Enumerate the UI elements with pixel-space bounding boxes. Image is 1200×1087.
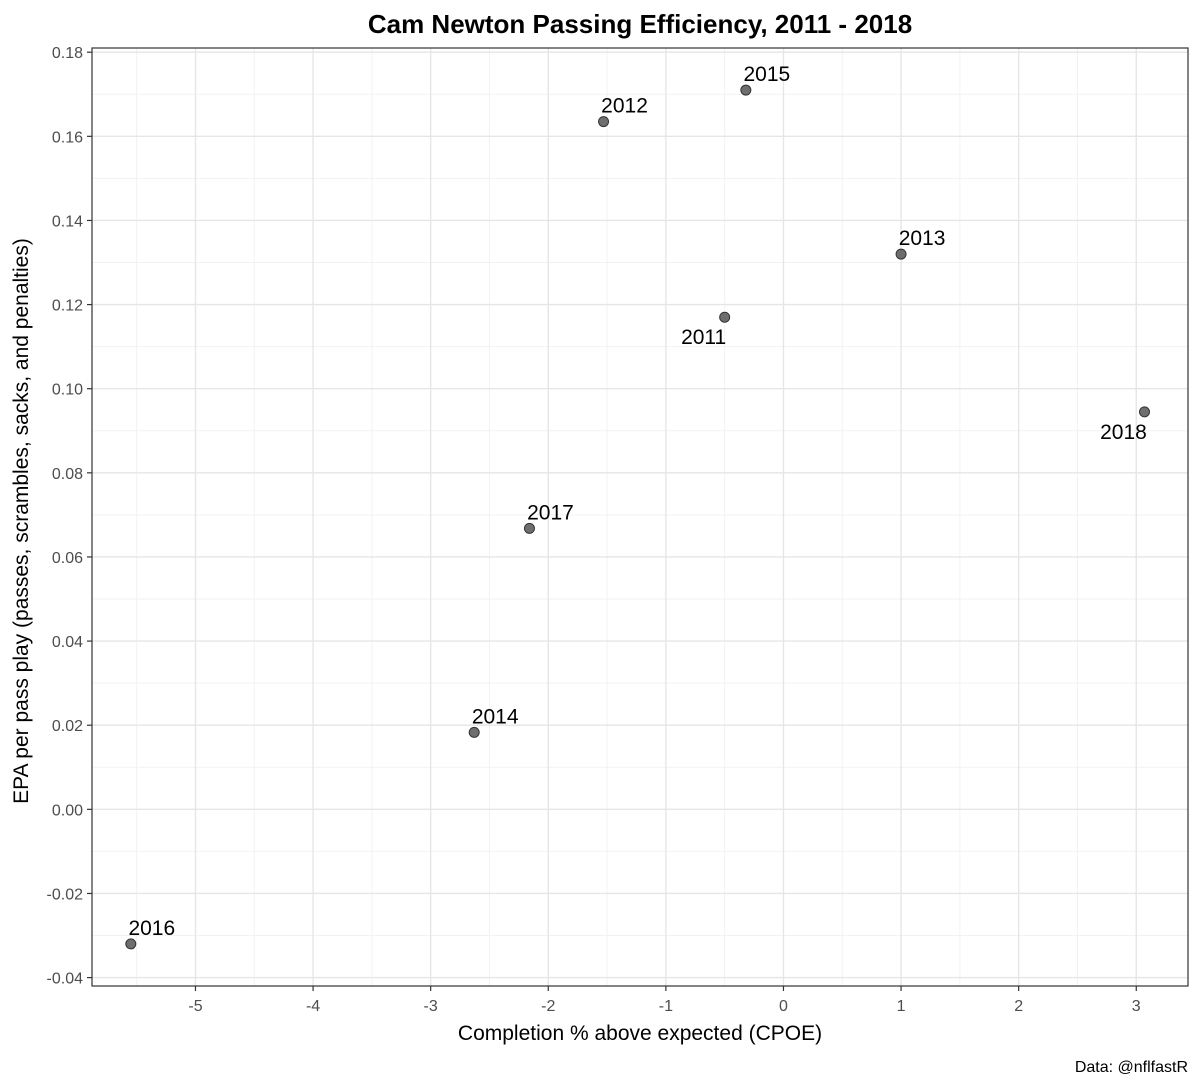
x-tick-label: -2 xyxy=(541,998,555,1015)
data-point-2011 xyxy=(719,311,731,323)
y-tick-label: 0.16 xyxy=(52,129,83,146)
y-tick-label: 0.02 xyxy=(52,718,83,735)
x-tick-label: 3 xyxy=(1132,998,1141,1015)
x-tick-label: 1 xyxy=(897,998,906,1015)
y-tick-label: 0.10 xyxy=(52,382,83,399)
x-tick-label: 0 xyxy=(779,998,788,1015)
y-tick-label: -0.04 xyxy=(47,971,84,988)
data-point-2018 xyxy=(1138,406,1150,418)
data-point-2017 xyxy=(523,522,535,534)
y-tick-label: 0.14 xyxy=(52,213,83,230)
data-label-2011: 2011 xyxy=(681,326,726,349)
data-label-2017: 2017 xyxy=(527,501,574,524)
data-point-2014 xyxy=(468,726,480,738)
plot-panel-border xyxy=(91,47,1189,987)
y-axis-title: EPA per pass play (passes, scrambles, sa… xyxy=(10,238,33,804)
x-tick-label: 2 xyxy=(1014,998,1023,1015)
x-axis-ticks: -5 -4 -3 -2 -1 0 1 2 3 xyxy=(188,986,1141,1015)
data-label-2013: 2013 xyxy=(899,227,946,250)
chart-title: Cam Newton Passing Efficiency, 2011 - 20… xyxy=(368,9,912,39)
y-tick-label: -0.02 xyxy=(47,886,84,903)
minor-gridlines xyxy=(92,48,1188,986)
data-source-caption: Data: @nflfastR xyxy=(1075,1059,1188,1076)
data-point-2016 xyxy=(125,938,137,950)
data-label-2018: 2018 xyxy=(1100,421,1147,444)
x-tick-label: -1 xyxy=(659,998,673,1015)
data-points xyxy=(125,84,1150,950)
x-axis-title: Completion % above expected (CPOE) xyxy=(458,1022,822,1045)
y-tick-label: 0.12 xyxy=(52,298,83,315)
x-tick-label: -4 xyxy=(306,998,320,1015)
data-label-2015: 2015 xyxy=(743,63,790,86)
y-tick-label: 0.18 xyxy=(52,45,83,62)
major-gridlines xyxy=(92,48,1188,986)
x-tick-label: -5 xyxy=(188,998,202,1015)
data-point-2012 xyxy=(598,116,610,128)
data-label-2014: 2014 xyxy=(472,705,519,728)
y-tick-label: 0.08 xyxy=(52,466,83,483)
y-axis-ticks: -0.04 -0.02 0.00 0.02 0.04 0.06 0.08 0.10 0.12 0.… xyxy=(47,45,92,988)
y-tick-label: 0.06 xyxy=(52,550,83,567)
data-point-labels: 2011 2012 2013 2014 2015 2016 2017 2018 xyxy=(128,63,1146,940)
data-label-2016: 2016 xyxy=(128,917,175,940)
data-point-2015 xyxy=(740,84,752,96)
y-tick-label: 0.04 xyxy=(52,634,83,651)
data-point-2013 xyxy=(895,248,907,260)
data-label-2012: 2012 xyxy=(601,95,648,118)
y-tick-label: 0.00 xyxy=(52,802,83,819)
x-tick-label: -3 xyxy=(424,998,438,1015)
